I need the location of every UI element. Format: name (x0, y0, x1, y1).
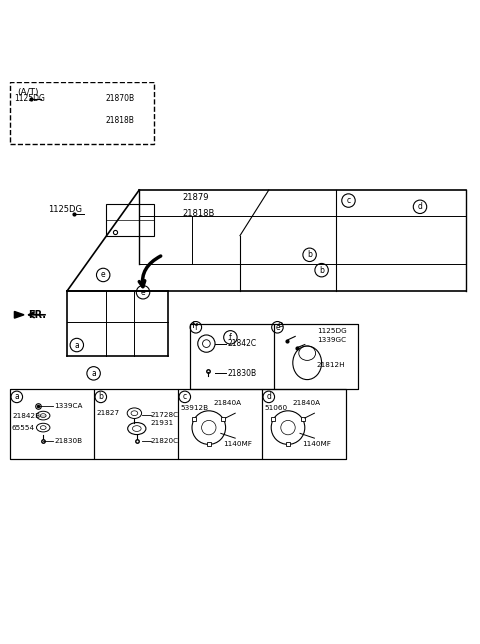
Bar (94, 389, 178, 459)
Text: 51060: 51060 (264, 406, 287, 412)
Text: 21842C: 21842C (227, 339, 256, 348)
Text: 21870B: 21870B (106, 94, 135, 103)
Text: 1140MF: 1140MF (223, 441, 252, 448)
Text: f: f (194, 323, 197, 332)
Text: 21818B: 21818B (182, 209, 215, 218)
Text: e: e (101, 270, 106, 279)
Text: a: a (74, 341, 79, 350)
Text: a: a (14, 392, 19, 401)
Bar (106, 204, 154, 236)
Text: 1339CA: 1339CA (54, 403, 83, 409)
Text: e: e (141, 288, 145, 297)
Text: b: b (319, 266, 324, 274)
Text: 21840A: 21840A (293, 400, 321, 406)
Bar (262, 389, 346, 459)
Text: FR.: FR. (28, 310, 46, 320)
Text: 21842B: 21842B (12, 413, 40, 419)
Text: 21818B: 21818B (106, 116, 134, 125)
Text: a: a (91, 369, 96, 378)
Text: 21827: 21827 (96, 410, 119, 416)
Text: 21820C: 21820C (150, 438, 179, 444)
Text: b: b (307, 251, 312, 260)
Text: b: b (98, 392, 103, 401)
Text: 1125DG: 1125DG (48, 205, 82, 214)
Text: 21879: 21879 (182, 193, 209, 202)
Text: c: c (347, 196, 350, 205)
Text: f: f (192, 321, 195, 330)
Text: 1125DG: 1125DG (14, 94, 45, 103)
Text: 53912B: 53912B (180, 406, 208, 412)
Text: c: c (183, 392, 187, 401)
Bar (190, 325, 358, 389)
Bar (10, 82, 154, 144)
Bar (178, 389, 262, 459)
Text: 21830B: 21830B (227, 369, 256, 378)
Bar (10, 389, 94, 459)
Polygon shape (14, 312, 24, 318)
Text: 65554: 65554 (12, 424, 35, 431)
Text: 1125DG: 1125DG (317, 328, 347, 334)
Text: 1140MF: 1140MF (302, 441, 331, 448)
Bar (274, 325, 358, 389)
Text: (A/T): (A/T) (17, 88, 38, 97)
Text: d: d (418, 202, 422, 211)
Text: d: d (266, 392, 271, 401)
Bar (190, 325, 274, 389)
Bar (10, 389, 346, 459)
Text: 21728C: 21728C (150, 412, 179, 418)
Text: e: e (277, 320, 283, 329)
Text: 21931: 21931 (150, 420, 173, 426)
Text: e: e (275, 323, 280, 332)
Text: 21812H: 21812H (317, 362, 346, 368)
Text: f: f (229, 333, 232, 342)
Text: 1339GC: 1339GC (317, 337, 346, 343)
Text: 21840A: 21840A (214, 400, 242, 406)
Text: 21830B: 21830B (54, 438, 83, 444)
